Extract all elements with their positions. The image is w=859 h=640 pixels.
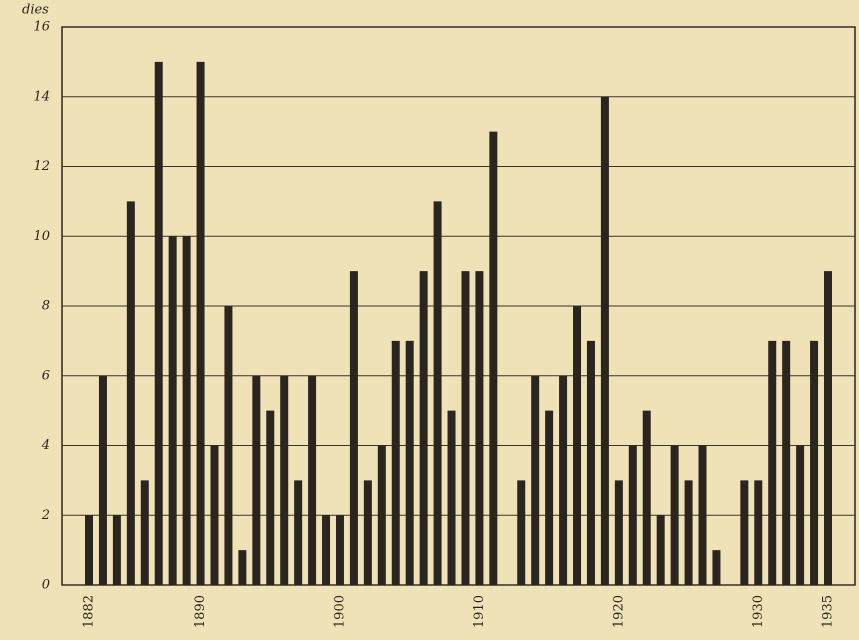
bar <box>85 515 93 585</box>
bar <box>559 375 568 585</box>
bar <box>642 410 651 585</box>
y-tick-label: 6 <box>42 368 50 383</box>
x-tick-label: 1920 <box>611 595 626 628</box>
bar <box>768 340 777 585</box>
bar <box>391 340 400 585</box>
bar <box>126 201 135 585</box>
bar <box>335 515 344 585</box>
y-tick-label: 14 <box>33 89 50 104</box>
bar <box>112 515 121 585</box>
bar <box>196 61 205 585</box>
bar <box>670 445 679 585</box>
bar <box>280 375 289 585</box>
bar <box>782 340 791 585</box>
bar <box>656 515 665 585</box>
bar <box>154 61 163 585</box>
bar <box>294 480 303 585</box>
bar <box>419 271 428 585</box>
x-tick-label: 1910 <box>472 595 487 628</box>
bar <box>586 340 595 585</box>
x-tick-label: 1900 <box>332 595 347 628</box>
bar <box>684 480 693 585</box>
bar <box>475 271 484 585</box>
bar <box>182 236 191 585</box>
bar <box>349 271 358 585</box>
bar <box>531 375 540 585</box>
bar <box>489 131 498 585</box>
bar <box>754 480 763 585</box>
bar <box>266 410 275 585</box>
bar <box>824 271 832 585</box>
bar <box>810 340 819 585</box>
x-tick-label: 1890 <box>193 595 208 628</box>
y-tick-label: 8 <box>42 299 50 314</box>
bar <box>698 445 707 585</box>
bar <box>168 236 177 585</box>
bar <box>238 550 247 585</box>
bar <box>224 306 233 585</box>
bar <box>363 480 372 585</box>
x-tick-label: 1882 <box>82 595 97 628</box>
bar <box>517 480 526 585</box>
bar <box>573 306 582 585</box>
bar <box>614 480 623 585</box>
bar <box>433 201 442 585</box>
x-tick-label: 1930 <box>751 595 766 628</box>
bar <box>252 375 261 585</box>
bar <box>600 96 609 585</box>
x-tick-label: 1935 <box>821 595 836 628</box>
bar <box>447 410 456 585</box>
bar <box>712 550 721 585</box>
bar <box>140 480 149 585</box>
y-axis-label: dies <box>22 3 49 18</box>
bar <box>322 515 331 585</box>
bar <box>740 480 749 585</box>
bar <box>210 445 219 585</box>
bar <box>377 445 386 585</box>
bar <box>461 271 470 585</box>
y-tick-label: 0 <box>42 578 50 593</box>
y-tick-label: 2 <box>41 508 50 523</box>
y-tick-label: 4 <box>41 438 50 453</box>
bar <box>98 375 107 585</box>
bar <box>796 445 805 585</box>
bar <box>405 340 414 585</box>
y-tick-label: 16 <box>33 20 50 35</box>
bar <box>308 375 317 585</box>
bar <box>545 410 554 585</box>
y-tick-label: 12 <box>33 159 50 174</box>
y-tick-label: 10 <box>33 229 50 244</box>
bar <box>628 445 637 585</box>
